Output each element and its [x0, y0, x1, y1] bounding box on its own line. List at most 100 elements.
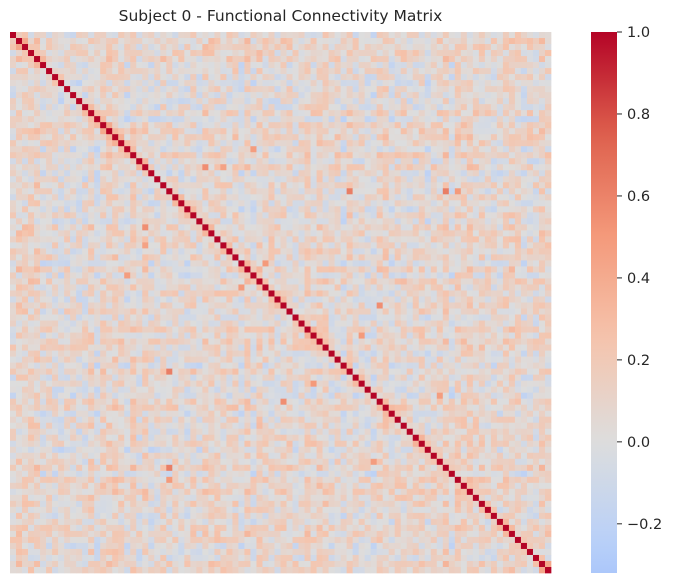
- heatmap-cell: [274, 38, 281, 45]
- heatmap-cell: [400, 38, 408, 45]
- heatmap-cell: [106, 170, 113, 177]
- heatmap-cell: [256, 116, 263, 123]
- heatmap-cell: [214, 62, 221, 69]
- heatmap-cell: [532, 218, 540, 225]
- heatmap-cell: [442, 218, 450, 225]
- heatmap-cell: [310, 68, 317, 75]
- heatmap-cell: [76, 134, 83, 141]
- heatmap-cell: [442, 134, 450, 141]
- heatmap-cell: [376, 152, 384, 159]
- heatmap-cell: [520, 230, 528, 237]
- heatmap-cell: [436, 50, 444, 57]
- heatmap-cell: [430, 92, 438, 99]
- heatmap-cell: [484, 164, 492, 171]
- heatmap-cell: [346, 80, 353, 87]
- heatmap-cell: [370, 146, 378, 153]
- heatmap-cell: [94, 110, 101, 117]
- heatmap-cell: [106, 110, 113, 117]
- heatmap-cell: [226, 200, 233, 207]
- heatmap-cell: [286, 176, 293, 183]
- heatmap-cell: [514, 74, 522, 81]
- heatmap-cell: [328, 200, 335, 207]
- heatmap-cell: [382, 212, 390, 219]
- heatmap-cell: [508, 188, 516, 195]
- heatmap-cell: [454, 206, 462, 213]
- heatmap-cell: [532, 230, 540, 237]
- heatmap-cell: [184, 116, 191, 123]
- heatmap-cell: [472, 32, 480, 39]
- heatmap-cell: [118, 38, 125, 45]
- heatmap-cell: [352, 44, 359, 51]
- heatmap-cell: [436, 218, 444, 225]
- heatmap-cell: [526, 56, 534, 63]
- heatmap-cell: [268, 110, 275, 117]
- heatmap-cell: [154, 32, 161, 39]
- heatmap-cell: [268, 134, 275, 141]
- heatmap-cell: [346, 188, 353, 195]
- heatmap-cell: [370, 188, 378, 195]
- heatmap-cell: [490, 200, 498, 207]
- heatmap-cell: [10, 104, 17, 111]
- heatmap-cell: [16, 122, 23, 129]
- heatmap-cell: [172, 230, 179, 237]
- heatmap-cell: [274, 224, 281, 231]
- heatmap-cell: [220, 140, 227, 147]
- heatmap-cell: [274, 32, 281, 39]
- heatmap-cell: [262, 218, 269, 225]
- heatmap-cell: [22, 68, 29, 75]
- heatmap-cell: [538, 86, 546, 93]
- heatmap-cell: [292, 164, 299, 171]
- heatmap-cell: [370, 128, 378, 135]
- heatmap-cell: [364, 146, 372, 153]
- heatmap-cell: [412, 188, 420, 195]
- heatmap-cell: [208, 206, 215, 213]
- heatmap-cell: [388, 224, 396, 231]
- heatmap-cell: [118, 230, 125, 237]
- heatmap-cell: [328, 122, 335, 129]
- heatmap-cell: [544, 194, 552, 201]
- heatmap-cell: [298, 104, 305, 111]
- heatmap-cell: [16, 128, 23, 135]
- heatmap-cell: [484, 110, 492, 117]
- heatmap-cell: [172, 206, 179, 213]
- heatmap-cell: [88, 80, 95, 87]
- heatmap-cell: [238, 224, 245, 231]
- heatmap-cell: [406, 230, 414, 237]
- heatmap-cell: [424, 158, 432, 165]
- heatmap-cell: [10, 38, 17, 45]
- heatmap-cell: [118, 146, 125, 153]
- heatmap-cell: [430, 38, 438, 45]
- heatmap-cell: [352, 122, 359, 129]
- heatmap-cell: [490, 206, 498, 213]
- heatmap-cell: [226, 182, 233, 189]
- heatmap-cell: [76, 176, 83, 183]
- heatmap-cell: [424, 212, 432, 219]
- heatmap-cell: [532, 206, 540, 213]
- heatmap-cell: [436, 164, 444, 171]
- heatmap-cell: [268, 50, 275, 57]
- heatmap-cell: [532, 170, 540, 177]
- heatmap-cell: [214, 104, 221, 111]
- heatmap-cell: [448, 194, 456, 201]
- heatmap-cell: [268, 230, 275, 237]
- heatmap-cell: [160, 206, 167, 213]
- heatmap-cell: [520, 74, 528, 81]
- heatmap-cell: [436, 86, 444, 93]
- heatmap-cell: [478, 140, 486, 147]
- heatmap-cell: [358, 86, 365, 93]
- heatmap-cell: [208, 182, 215, 189]
- heatmap-cell: [436, 182, 444, 189]
- heatmap-cell: [172, 56, 179, 63]
- heatmap-cell: [472, 68, 480, 75]
- heatmap-cell: [286, 170, 293, 177]
- heatmap-cell: [70, 188, 77, 195]
- heatmap-cell: [202, 170, 209, 177]
- heatmap-cell: [406, 164, 414, 171]
- heatmap-cell: [454, 38, 462, 45]
- heatmap-cell: [262, 134, 269, 141]
- heatmap-cell: [118, 74, 125, 81]
- heatmap-cell: [136, 92, 143, 99]
- heatmap-cell: [436, 92, 444, 99]
- heatmap-cell: [502, 188, 510, 195]
- heatmap-cell: [352, 224, 359, 231]
